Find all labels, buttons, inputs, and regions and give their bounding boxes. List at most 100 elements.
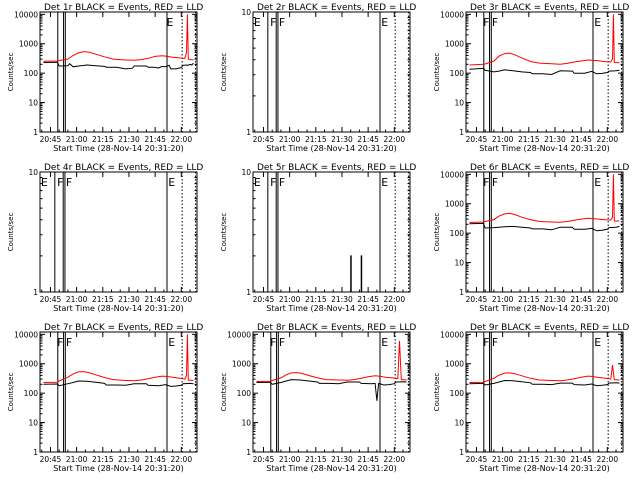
x-tick-label: 20:45 (466, 135, 488, 144)
y-tick-label: 10000 (440, 10, 464, 19)
x-tick-label: 21:00 (492, 455, 514, 464)
x-tick-label: 22:00 (596, 295, 618, 304)
x-tick-label: 22:00 (170, 295, 192, 304)
y-tick-label: 10 (454, 259, 464, 268)
y-axis-label: Counts/sec (220, 213, 228, 252)
y-tick-label: 1000 (232, 360, 251, 369)
y-tick-label: 100 (450, 389, 465, 398)
y-tick-label: 1 (33, 448, 38, 457)
event-marker: F (492, 336, 498, 349)
y-tick-label: 1 (33, 288, 38, 297)
x-tick-label: 21:15 (92, 455, 114, 464)
panel-title: Det 1r BLACK = Events, RED = LLD (44, 3, 203, 13)
x-tick-label: 21:15 (518, 295, 540, 304)
event-marker: E (594, 176, 601, 189)
event-marker: E (168, 336, 175, 349)
event-marker: F (57, 336, 63, 349)
x-tick-label: 22:00 (170, 455, 192, 464)
lld-series-line (43, 334, 194, 383)
x-axis-label: Start Time (28-Nov-14 20:31:20) (266, 464, 396, 473)
events-series-line (469, 379, 620, 387)
panel-title: Det 7r BLACK = Events, RED = LLD (44, 323, 203, 333)
x-axis-label: Start Time (28-Nov-14 20:31:20) (479, 144, 609, 153)
x-tick-label: 21:30 (544, 455, 566, 464)
x-tick-label: 21:00 (66, 295, 88, 304)
y-tick-label: 1000 (445, 200, 464, 209)
panel-title: Det 5r BLACK = Events, RED = LLD (257, 163, 416, 173)
x-tick-label: 21:30 (118, 455, 140, 464)
x-tick-label: 21:00 (492, 135, 514, 144)
event-marker: F (270, 176, 276, 189)
plot-frame (39, 171, 198, 293)
x-tick-label: 21:15 (518, 455, 540, 464)
x-tick-label: 21:00 (66, 135, 88, 144)
y-tick-label: 10 (28, 168, 38, 177)
y-tick-label: 1000 (19, 40, 38, 49)
panel-title: Det 3r BLACK = Events, RED = LLD (470, 3, 629, 13)
x-tick-label: 21:00 (492, 295, 514, 304)
y-tick-label: 100 (24, 389, 39, 398)
lld-series-line (43, 14, 194, 62)
event-marker: E (166, 16, 173, 29)
x-tick-label: 20:45 (253, 135, 275, 144)
event-marker: E (594, 16, 601, 29)
y-axis-label: Counts/sec (433, 53, 441, 92)
x-tick-label: 21:00 (279, 455, 301, 464)
plot-frame (252, 11, 411, 133)
x-tick-label: 22:00 (596, 135, 618, 144)
y-axis-label: Counts/sec (7, 53, 15, 92)
y-tick-label: 10000 (227, 330, 251, 339)
event-marker: E (381, 16, 388, 29)
lld-series-line (469, 14, 620, 66)
x-axis-label: Start Time (28-Nov-14 20:31:20) (479, 304, 609, 313)
x-tick-label: 21:30 (544, 295, 566, 304)
event-marker: E (168, 176, 175, 189)
x-tick-label: 20:45 (253, 455, 275, 464)
plot-frame (252, 331, 411, 453)
x-tick-label: 20:45 (40, 135, 62, 144)
detector-panel: Det 8r BLACK = Events, RED = LLD 1 10 100 10… (220, 323, 416, 473)
y-tick-label: 1 (459, 448, 464, 457)
x-tick-label: 21:45 (570, 455, 592, 464)
x-tick-label: 21:45 (357, 455, 379, 464)
x-axis-label: Start Time (28-Nov-14 20:31:20) (266, 144, 396, 153)
x-tick-label: 21:00 (66, 455, 88, 464)
detector-panel: Det 7r BLACK = Events, RED = LLD 1 10 100 10… (7, 323, 203, 473)
x-tick-label: 21:30 (544, 135, 566, 144)
y-tick-label: 100 (450, 69, 465, 78)
x-tick-label: 22:00 (383, 455, 405, 464)
y-tick-label: 1000 (445, 40, 464, 49)
event-marker: F (270, 16, 276, 29)
event-marker: F (483, 336, 489, 349)
x-tick-label: 21:45 (570, 295, 592, 304)
plot-frame (39, 11, 198, 133)
y-tick-label: 10 (28, 99, 38, 108)
events-series-line (469, 67, 620, 76)
x-tick-label: 21:45 (357, 135, 379, 144)
y-tick-label: 1000 (445, 360, 464, 369)
event-marker: E (594, 336, 601, 349)
y-tick-label: 1 (246, 288, 251, 297)
y-axis-label: Counts/sec (220, 373, 228, 412)
detector-panel: Det 2r BLACK = Events, RED = LLD 1 10 20:45… (220, 3, 416, 153)
x-tick-label: 21:15 (305, 135, 327, 144)
panel-title: Det 2r BLACK = Events, RED = LLD (257, 3, 416, 13)
x-tick-label: 21:15 (92, 135, 114, 144)
lld-series-line (469, 174, 620, 223)
events-series-line (43, 61, 194, 70)
x-tick-label: 21:30 (118, 135, 140, 144)
y-tick-label: 10 (28, 419, 38, 428)
y-tick-label: 1 (246, 128, 251, 137)
x-tick-label: 21:30 (331, 295, 353, 304)
detector-panel: Det 4r BLACK = Events, RED = LLD 1 10 20:45… (7, 163, 203, 313)
x-tick-label: 21:30 (331, 455, 353, 464)
x-tick-label: 22:00 (383, 295, 405, 304)
x-tick-label: 20:45 (253, 295, 275, 304)
x-tick-label: 21:15 (305, 455, 327, 464)
y-tick-label: 1 (33, 128, 38, 137)
x-tick-label: 20:45 (466, 455, 488, 464)
y-axis-label: Counts/sec (7, 373, 15, 412)
x-tick-label: 21:15 (305, 295, 327, 304)
y-axis-label: Counts/sec (7, 213, 15, 252)
